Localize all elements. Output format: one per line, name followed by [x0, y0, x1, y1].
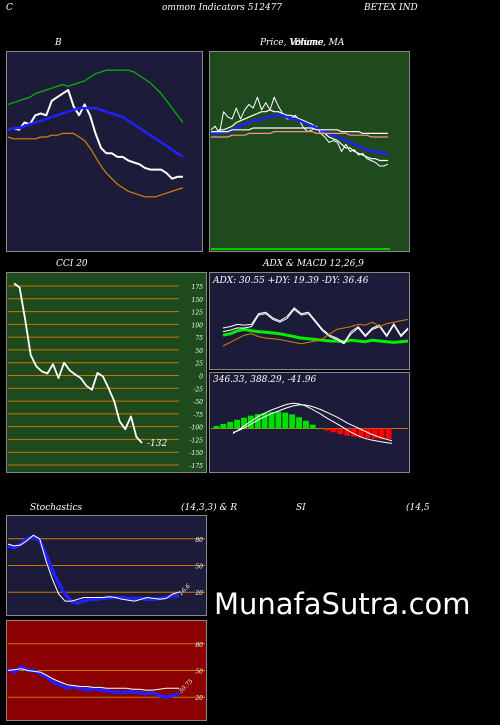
bollinger-series-2	[7, 106, 184, 158]
price-volume-ma-title: Price, Volume, MA	[260, 38, 345, 48]
stochastics-params: (14,3,3) & R	[181, 503, 238, 513]
panel-bg	[209, 272, 410, 370]
price-series-4	[211, 127, 388, 135]
price-series-2	[211, 114, 388, 155]
cci-tick-label: 0	[199, 374, 203, 381]
stoch-series-1	[7, 534, 180, 602]
price-volume-ma-chart	[209, 51, 410, 252]
macd-chart	[209, 372, 410, 473]
adx-chart	[209, 272, 410, 370]
macd-histogram-bar	[364, 428, 371, 439]
cci-title: CCI 20	[56, 259, 88, 269]
macd-histogram-bar	[289, 414, 296, 429]
header-left: C	[6, 3, 13, 13]
macd-histogram-bar	[303, 420, 309, 429]
cci-tick-label: 150	[192, 297, 204, 304]
rsi-params: (14,5	[406, 503, 430, 513]
cci-tick-label: 50	[195, 348, 203, 355]
macd-histogram-bar	[316, 427, 323, 429]
adx-macd-title: ADX & MACD 12,26,9	[263, 259, 364, 269]
bollinger-chart	[6, 51, 203, 252]
bollinger-series-3	[7, 132, 184, 198]
cci-tick-label: -50	[193, 399, 203, 406]
rsi-title: SI	[296, 503, 306, 513]
stoch-tick-label: 80	[195, 537, 203, 544]
cci-tick-label: -100	[190, 425, 204, 432]
macd-histogram-bar	[344, 428, 351, 436]
cci-tick-label: 100	[192, 322, 204, 329]
price-series-1	[211, 109, 388, 162]
cci-tick-label: 75	[195, 335, 203, 342]
macd-stats: 346.33, 388.29, -41.96	[213, 375, 317, 385]
macd-histogram-bar	[296, 417, 302, 429]
adx-series-3	[222, 318, 409, 347]
macd-histogram-bar	[247, 415, 254, 429]
rsi-series-1	[7, 668, 179, 691]
macd-series-macd	[232, 402, 393, 444]
panel-bg	[6, 272, 207, 473]
bollinger-series-0	[7, 89, 183, 180]
macd-histogram-bar	[309, 424, 316, 429]
macd-histogram-bar	[330, 428, 337, 433]
macd-histogram-bar	[234, 419, 241, 429]
adx-series-1	[222, 307, 409, 343]
macd-histogram-bar	[227, 421, 234, 429]
price-series-3	[211, 130, 388, 138]
macd-histogram-bar	[358, 428, 364, 438]
macd-histogram-bar	[275, 411, 282, 429]
cci-tick-label: 25	[194, 361, 203, 368]
cci-tick-label: -75	[193, 412, 203, 419]
volume-title: Volume	[290, 38, 324, 48]
macd-histogram-bar	[323, 428, 330, 431]
macd-histogram-bar	[220, 423, 227, 429]
price-title-overlay: Price	[294, 38, 318, 48]
macd-histogram-bar	[385, 428, 392, 440]
macd-histogram-bar	[378, 428, 385, 440]
macd-histogram-bar	[241, 417, 247, 429]
cci-tick-label: -175	[190, 463, 204, 470]
cci-tick-label: -150	[190, 450, 204, 457]
header-title: ommon Indicators 512477	[162, 3, 283, 13]
macd-series-signal	[232, 404, 393, 442]
cci-tick-label: 175	[192, 284, 204, 291]
adx-series-0	[222, 327, 409, 344]
macd-histogram-bar	[268, 412, 275, 429]
cci-tick-label: -25	[193, 386, 203, 393]
macd-histogram-bar	[254, 414, 261, 429]
macd-histogram-bar	[337, 428, 344, 435]
cci-tick-label: -125	[190, 437, 204, 444]
rsi-tick-label: 50	[195, 669, 203, 676]
cci-value-label: -132	[147, 439, 167, 449]
macd-histogram-bar	[213, 425, 220, 429]
macd-histogram-bar	[282, 412, 289, 429]
adx-series-2	[222, 308, 409, 345]
stoch-tick-label: 20	[194, 590, 203, 597]
rsi-tick-label: 20	[194, 695, 203, 702]
macd-histogram-bar	[351, 428, 358, 437]
rsi-tick-label: 80	[195, 642, 203, 649]
stoch-tick-label: 50	[195, 564, 203, 571]
watermark: MunafaSutra.com	[214, 587, 471, 621]
stochastics-title: Stochastics	[30, 503, 83, 513]
macd-histogram-bar	[261, 413, 268, 429]
macd-histogram-bar	[371, 428, 378, 439]
bollinger-title: B	[55, 38, 62, 48]
cci-chart: 175 150 125 100 75 50 25 0 -25 -50 -75 -100 -125 -150…	[6, 272, 207, 473]
bollinger-series-1	[7, 69, 184, 123]
adx-stats: ADX: 30.55 +DY: 19.39 -DY: 36.46	[213, 276, 369, 286]
cci-tick-label: 125	[192, 310, 204, 317]
header-right: BETEX IND	[364, 3, 418, 13]
stoch-series-0	[7, 535, 179, 605]
cci-line	[13, 282, 143, 444]
